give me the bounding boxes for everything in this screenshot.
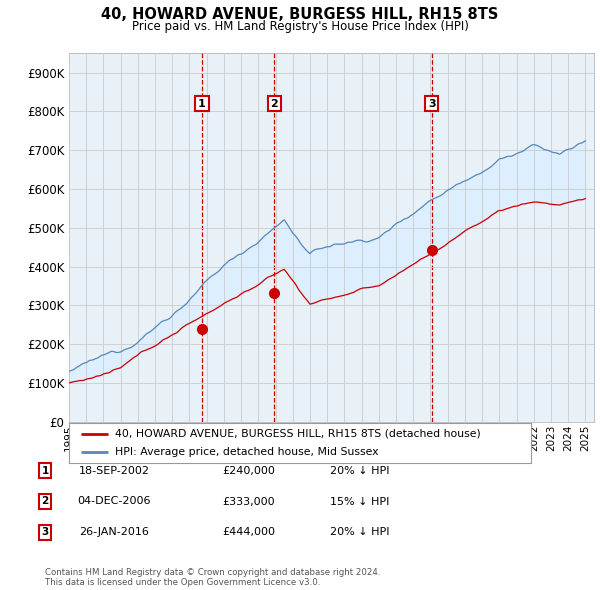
Text: 15% ↓ HPI: 15% ↓ HPI xyxy=(331,497,389,506)
Text: 20% ↓ HPI: 20% ↓ HPI xyxy=(330,527,390,537)
Text: Price paid vs. HM Land Registry's House Price Index (HPI): Price paid vs. HM Land Registry's House … xyxy=(131,20,469,33)
Text: HPI: Average price, detached house, Mid Sussex: HPI: Average price, detached house, Mid … xyxy=(115,447,379,457)
Text: 40, HOWARD AVENUE, BURGESS HILL, RH15 8TS (detached house): 40, HOWARD AVENUE, BURGESS HILL, RH15 8T… xyxy=(115,429,481,439)
Text: Contains HM Land Registry data © Crown copyright and database right 2024.
This d: Contains HM Land Registry data © Crown c… xyxy=(45,568,380,587)
Text: 3: 3 xyxy=(428,99,436,109)
Text: 2: 2 xyxy=(271,99,278,109)
Text: 1: 1 xyxy=(198,99,206,109)
Text: £333,000: £333,000 xyxy=(223,497,275,506)
Text: 04-DEC-2006: 04-DEC-2006 xyxy=(77,497,151,506)
Text: £444,000: £444,000 xyxy=(223,527,275,537)
Text: 1: 1 xyxy=(41,466,49,476)
Text: 20% ↓ HPI: 20% ↓ HPI xyxy=(330,466,390,476)
Text: £240,000: £240,000 xyxy=(223,466,275,476)
Text: 26-JAN-2016: 26-JAN-2016 xyxy=(79,527,149,537)
Text: 3: 3 xyxy=(41,527,49,537)
Text: 18-SEP-2002: 18-SEP-2002 xyxy=(79,466,149,476)
Text: 2: 2 xyxy=(41,497,49,506)
Text: 40, HOWARD AVENUE, BURGESS HILL, RH15 8TS: 40, HOWARD AVENUE, BURGESS HILL, RH15 8T… xyxy=(101,7,499,22)
